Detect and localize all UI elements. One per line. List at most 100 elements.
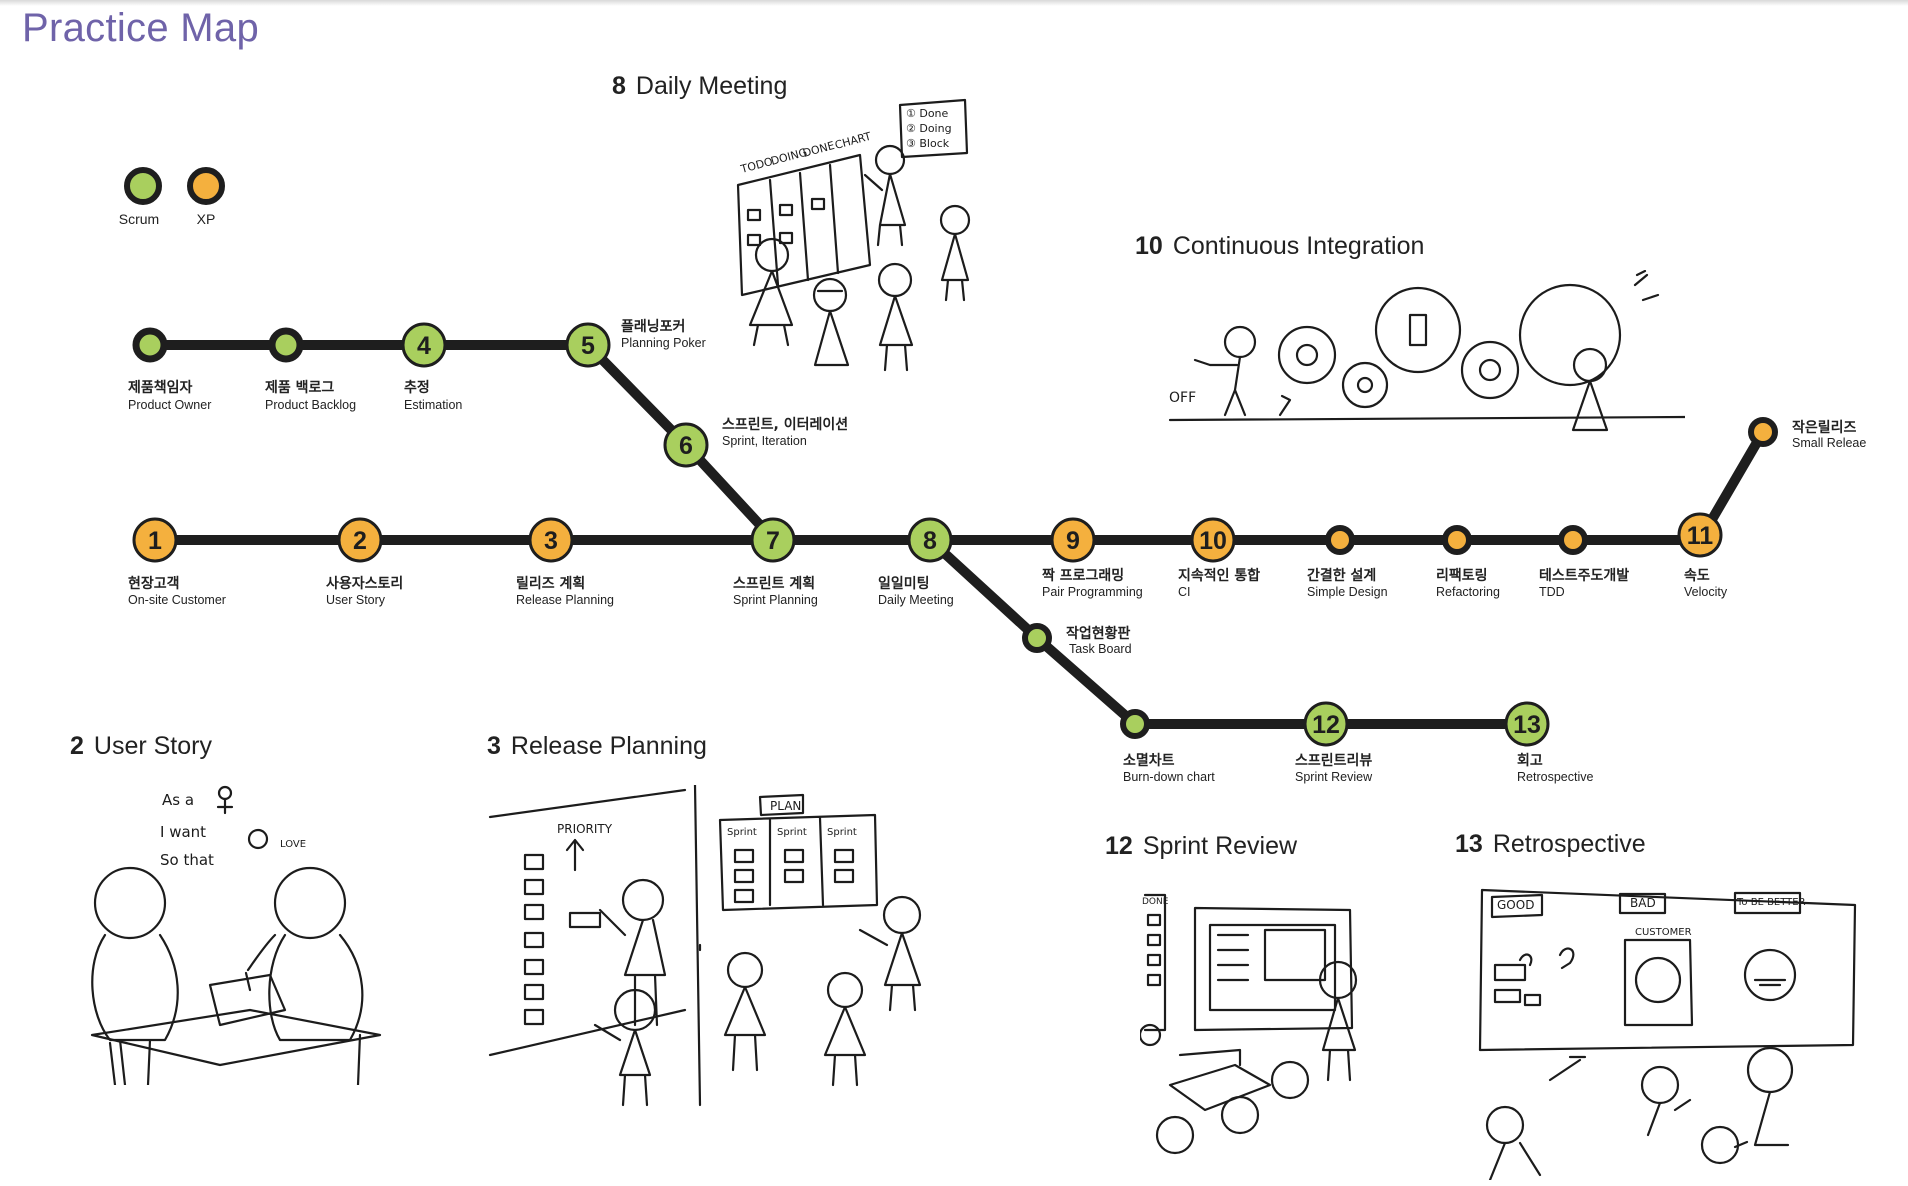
station-label-ko: 추정	[404, 379, 430, 396]
customer-label: CUSTOMER	[1635, 927, 1692, 938]
daily-meeting-sketch: TODO DOING DONE CHART ① Done ② Doing ③ B…	[736, 98, 971, 372]
station-label-en: On-site Customer	[128, 593, 226, 607]
station-simple-design[interactable]: 간결한 설계 Simple Design	[1307, 525, 1388, 599]
section-label: Continuous Integration	[1172, 232, 1425, 260]
station-sprint-planning[interactable]: 7 스프린트 계획 Sprint Planning	[733, 517, 818, 607]
section-number: 13	[1455, 830, 1483, 858]
station-estimation[interactable]: 4 추정 Estimation	[401, 322, 462, 412]
station-label-en: Daily Meeting	[878, 593, 954, 607]
station-label-en: Velocity	[1684, 585, 1728, 599]
station-product-backlog[interactable]: 제품 백로그 Product Backlog	[265, 327, 356, 412]
legend-xp-icon	[187, 167, 225, 205]
priority-label: PRIORITY	[557, 822, 613, 836]
station-label-en: Small Releae	[1792, 436, 1866, 450]
station-number: 12	[1312, 711, 1340, 739]
station-marker	[528, 517, 574, 563]
station-label-ko: 스프린트, 이터레이션	[722, 416, 848, 433]
station-number: 1	[148, 527, 162, 555]
station-label-en: Sprint Planning	[733, 593, 818, 607]
station-label-en: Refactoring	[1436, 585, 1500, 599]
section-number: 10	[1135, 232, 1163, 260]
station-sprint-review[interactable]: 12 스프린트리뷰 Sprint Review	[1295, 701, 1373, 784]
legend-scrum-label: Scrum	[119, 211, 159, 227]
station-label-ko: 리팩토링	[1436, 567, 1488, 584]
station-refactoring[interactable]: 리팩토링 Refactoring	[1436, 525, 1500, 599]
station-label-ko: 간결한 설계	[1307, 567, 1376, 584]
continuous-integration-sketch: OFF	[1168, 270, 1685, 432]
station-pair-programming[interactable]: 9 짝 프로그래밍 Pair Programming	[1042, 517, 1143, 599]
station-number: 5	[581, 332, 595, 360]
bad-label: BAD	[1630, 896, 1656, 910]
section-label: Sprint Review	[1142, 832, 1298, 860]
station-label-en: User Story	[326, 593, 386, 607]
section-title-daily-meeting: 8 Daily Meeting	[612, 72, 787, 101]
station-task-board[interactable]: 작업현황판 Task Board	[1022, 623, 1132, 656]
board-col-done: DONE	[801, 139, 836, 160]
station-marker	[750, 517, 796, 563]
station-label-en: Sprint, Iteration	[722, 434, 807, 448]
station-label-ko: 스프린트리뷰	[1295, 752, 1372, 769]
station-number: 4	[417, 332, 431, 360]
station-label-ko: 사용자스토리	[326, 576, 403, 592]
station-sprint-iteration[interactable]: 6 스프린트, 이터레이션 Sprint, Iteration	[663, 416, 848, 468]
off-label: OFF	[1169, 390, 1196, 406]
station-number: 9	[1066, 527, 1080, 555]
station-marker	[1677, 512, 1723, 558]
station-label-ko: 스프린트 계획	[733, 575, 815, 592]
station-label-ko: 일일미팅	[878, 575, 930, 592]
station-marker	[565, 322, 611, 368]
station-number: 3	[544, 527, 558, 555]
station-number: 6	[679, 432, 693, 460]
station-label-ko: 제품 백로그	[265, 380, 334, 396]
station-retrospective[interactable]: 13 회고 Retrospective	[1504, 701, 1593, 784]
release-planning-sketch: PRIORITY PLAN Sprint Sprint Sprint	[488, 785, 922, 1107]
station-release-planning[interactable]: 3 릴리즈 계획 Release Planning	[516, 517, 614, 607]
station-product-owner[interactable]: 제품책임자 Product Owner	[128, 327, 211, 412]
section-label: Daily Meeting	[635, 72, 788, 100]
station-label-en: Retrospective	[1517, 770, 1593, 784]
station-marker	[1303, 701, 1349, 747]
section-number: 8	[612, 72, 626, 100]
station-number: 8	[923, 527, 937, 555]
station-label-ko: 지속적인 통합	[1178, 567, 1260, 584]
station-user-story[interactable]: 2 사용자스토리 User Story	[326, 517, 403, 607]
station-label-en: Task Board	[1069, 642, 1132, 656]
station-label-ko: 회고	[1517, 753, 1543, 769]
station-burn-down-chart[interactable]: 소멸차트 Burn-down chart	[1120, 709, 1215, 784]
board-col-todo: TODO	[738, 155, 774, 176]
station-marker	[1442, 525, 1472, 555]
sprint-col-2: Sprint	[777, 827, 807, 838]
station-velocity[interactable]: 11 속도 Velocity	[1677, 512, 1728, 599]
station-number: 10	[1199, 527, 1227, 555]
station-daily-meeting[interactable]: 8 일일미팅 Daily Meeting	[878, 517, 954, 607]
station-planning-poker[interactable]: 5 플래닝포커 Planning Poker	[565, 319, 706, 368]
line-main	[150, 427, 1768, 545]
section-number: 3	[487, 732, 501, 760]
station-marker	[907, 517, 953, 563]
story-as-a: As a	[162, 791, 194, 809]
legend-scrum-icon	[124, 167, 162, 205]
station-number: 7	[766, 527, 780, 555]
section-title-sprint-review: 12 Sprint Review	[1105, 832, 1297, 861]
station-label-en: Release Planning	[516, 593, 614, 607]
station-label-en: Sprint Review	[1295, 770, 1373, 784]
story-so-that: So that	[160, 851, 214, 869]
station-ci[interactable]: 10 지속적인 통합 CI	[1178, 517, 1260, 599]
station-tdd[interactable]: 테스트주도개발 TDD	[1539, 525, 1629, 599]
station-label-ko: 짝 프로그래밍	[1042, 567, 1124, 584]
station-small-release[interactable]: 작은릴리즈 Small Releae	[1748, 417, 1866, 450]
station-marker	[1504, 701, 1550, 747]
station-number: 13	[1513, 711, 1541, 739]
station-label-en: Product Owner	[128, 398, 211, 412]
station-label-ko: 플래닝포커	[621, 319, 685, 335]
station-on-site-customer[interactable]: 1 현장고객 On-site Customer	[128, 517, 226, 607]
station-label-en: Pair Programming	[1042, 585, 1143, 599]
section-label: Retrospective	[1492, 830, 1646, 858]
station-marker	[1120, 709, 1150, 739]
station-label-en: Simple Design	[1307, 585, 1388, 599]
legend-xp-label: XP	[197, 211, 216, 227]
station-label-ko: 테스트주도개발	[1539, 567, 1629, 584]
section-number: 2	[70, 732, 84, 760]
station-label-ko: 릴리즈 계획	[516, 575, 585, 592]
